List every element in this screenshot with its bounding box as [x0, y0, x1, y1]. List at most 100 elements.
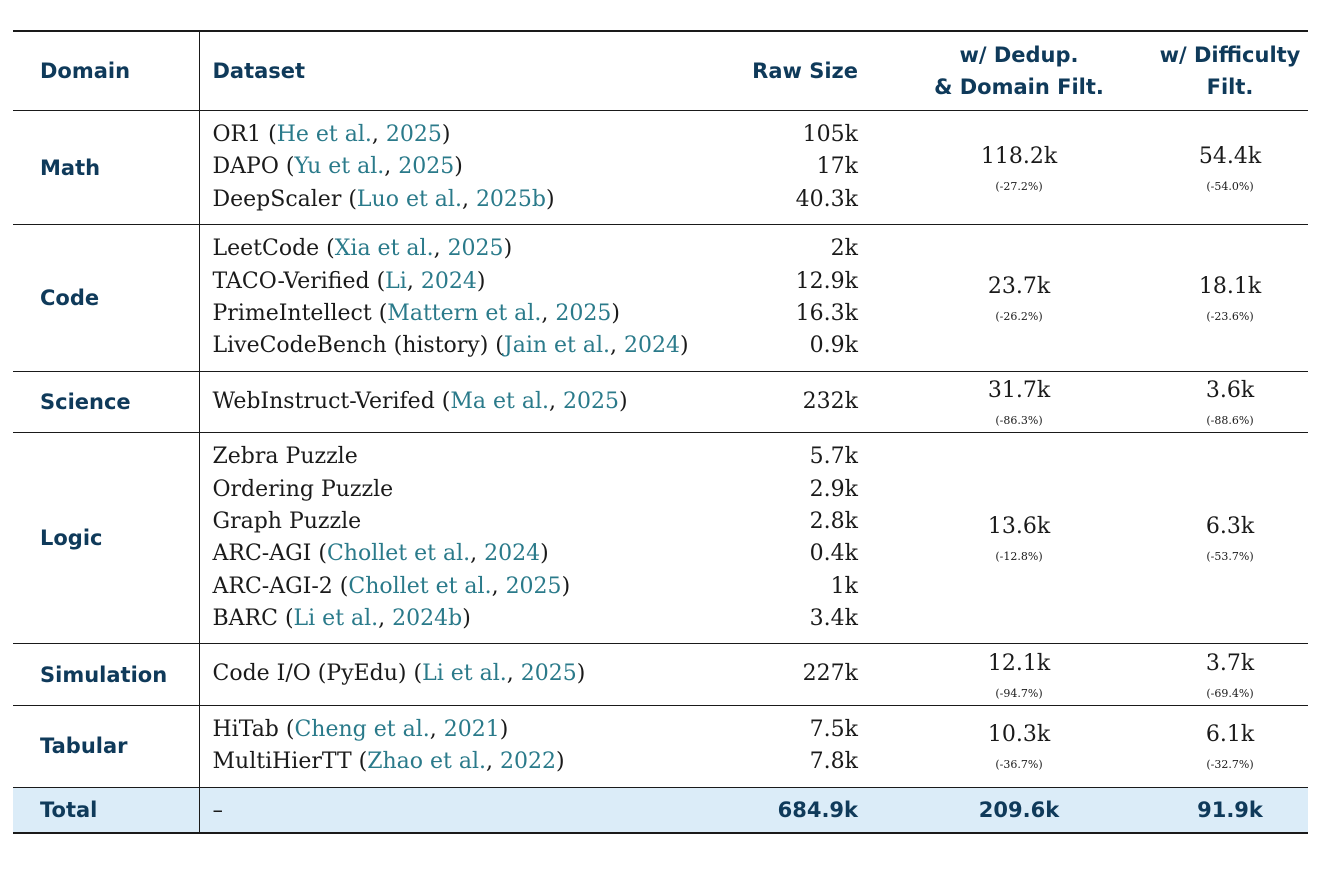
- domain-label: Tabular: [13, 705, 199, 788]
- citation-open-paren: (: [371, 300, 388, 326]
- dedup-cell: 31.7k (-86.3%): [886, 371, 1152, 434]
- citation-year-link: 2025: [447, 236, 504, 262]
- citation-author-link: Li et al.: [422, 661, 507, 687]
- raw-size-value: 7.5k: [809, 716, 858, 742]
- citation-author-link: Chollet et al.: [326, 541, 471, 567]
- dedup-cell: 23.7k (-26.2%): [886, 224, 1152, 372]
- citation-author-link: Chollet et al.: [348, 573, 492, 599]
- dataset-name: WebInstruct-Verifed: [212, 388, 435, 414]
- citation-separator: ,: [433, 236, 448, 262]
- dataset-name: DAPO: [212, 154, 279, 180]
- dataset-item: LeetCode (Xia et al., 2025): [213, 233, 747, 265]
- raw-size-value: 2k: [830, 236, 858, 262]
- dedup-cell: 13.6k (-12.8%): [886, 432, 1152, 645]
- citation-author-link: Cheng et al.: [294, 716, 430, 742]
- domain-label: Logic: [13, 432, 199, 645]
- domain-group-row: Math OR1 (He et al., 2025) DAPO (Yu et al.…: [13, 110, 1308, 226]
- citation-year-link: 2022: [500, 749, 557, 775]
- difficulty-percent-change: (-23.6%): [1206, 309, 1254, 323]
- dataset-name: Code I/O (PyEdu): [212, 661, 407, 687]
- dataset-item: TACO-Verified (Li, 2024): [213, 266, 747, 298]
- table-body: Math OR1 (He et al., 2025) DAPO (Yu et al.…: [13, 110, 1308, 833]
- raw-size-value: 5.7k: [809, 444, 858, 470]
- dataset-item: DeepScaler (Luo et al., 2025b): [213, 184, 747, 216]
- dataset-name: HiTab: [212, 716, 279, 742]
- citation-author-link: Yu et al.: [294, 154, 385, 180]
- dataset-list: Zebra Puzzle Ordering Puzzle Graph Puzzle A…: [198, 432, 747, 645]
- difficulty-value: 54.4k: [1198, 143, 1262, 169]
- dataset-list: Code I/O (PyEdu) (Li et al., 2025): [198, 643, 747, 706]
- citation-separator: ,: [541, 300, 556, 326]
- citation-year-link: 2025: [563, 388, 619, 414]
- total-row: Total – 684.9k 209.6k 91.9k: [13, 787, 1308, 833]
- difficulty-cell: 3.7k (-69.4%): [1152, 643, 1308, 706]
- header-difficulty-line1: w/ Difficulty: [1159, 43, 1301, 67]
- citation-close-paren: ): [441, 122, 451, 147]
- citation-open-paren: (: [277, 606, 294, 632]
- dataset-item: Zebra Puzzle: [213, 441, 747, 473]
- dataset-name: PrimeIntellect: [212, 300, 372, 326]
- raw-size-list: 227k: [746, 643, 886, 706]
- dataset-list: WebInstruct-Verifed (Ma et al., 2025): [198, 371, 747, 434]
- total-difficulty: 91.9k: [1152, 787, 1308, 833]
- difficulty-cell: 54.4k (-54.0%): [1152, 110, 1308, 226]
- citation-author-link: Li: [385, 268, 407, 294]
- dedup-percent-change: (-94.7%): [995, 686, 1043, 700]
- total-raw-size: 684.9k: [746, 787, 886, 833]
- dataset-list: OR1 (He et al., 2025) DAPO (Yu et al., 20…: [198, 110, 747, 226]
- dataset-item: Graph Puzzle: [213, 506, 747, 538]
- dataset-item: ARC-AGI-2 (Chollet et al., 2025): [213, 571, 747, 603]
- total-dataset: –: [198, 787, 746, 833]
- header-dedup: w/ Dedup. & Domain Filt.: [886, 31, 1152, 111]
- difficulty-value: 3.7k: [1205, 650, 1255, 676]
- citation-author-link: Jain et al.: [503, 333, 611, 359]
- dedup-percent-change: (-86.3%): [995, 413, 1043, 427]
- raw-size-value: 2.8k: [809, 508, 858, 534]
- citation-open-paren: (: [311, 541, 327, 567]
- citation-open-paren: (: [406, 661, 423, 687]
- citation-close-paren: ): [680, 333, 689, 359]
- citation-separator: ,: [378, 606, 393, 632]
- domain-label: Code: [13, 224, 199, 372]
- dataset-item: Code I/O (PyEdu) (Li et al., 2025): [213, 658, 747, 690]
- citation-year-link: 2025: [398, 154, 455, 180]
- dedup-value: 13.6k: [987, 514, 1051, 540]
- citation-year-link: 2025: [520, 661, 577, 687]
- citation-close-paren: ): [611, 300, 620, 326]
- dedup-value: 23.7k: [987, 273, 1051, 299]
- citation-open-paren: (: [278, 154, 295, 180]
- citation-year-link: 2025b: [475, 186, 547, 212]
- citation-open-paren: (: [488, 333, 504, 359]
- citation-close-paren: ): [576, 661, 586, 687]
- citation-author-link: Mattern et al.: [387, 300, 542, 326]
- citation-close-paren: ): [556, 749, 565, 775]
- dataset-item: WebInstruct-Verifed (Ma et al., 2025): [213, 386, 747, 418]
- difficulty-percent-change: (-54.0%): [1206, 179, 1254, 193]
- raw-size-value: 17k: [816, 154, 858, 180]
- dataset-item: PrimeIntellect (Mattern et al., 2025): [213, 298, 747, 330]
- difficulty-cell: 6.3k (-53.7%): [1152, 432, 1308, 645]
- citation-open-paren: (: [278, 716, 295, 742]
- header-difficulty-line2: Filt.: [1206, 75, 1254, 99]
- citation-separator: ,: [371, 122, 386, 147]
- citation-open-paren: (: [369, 268, 386, 294]
- citation-separator: ,: [406, 268, 421, 294]
- citation-year-link: 2025: [555, 300, 612, 326]
- header-row: Domain Dataset Raw Size w/ Dedup. & Doma…: [13, 31, 1308, 111]
- citation-close-paren: ): [476, 268, 486, 294]
- citation-year-link: 2025: [505, 573, 562, 599]
- dataset-name: BARC: [212, 606, 278, 632]
- dedup-value: 118.2k: [980, 143, 1058, 169]
- dataset-name: Graph Puzzle: [212, 508, 362, 534]
- dataset-list: LeetCode (Xia et al., 2025) TACO-Verified…: [198, 224, 747, 372]
- citation-close-paren: ): [619, 388, 628, 414]
- raw-size-list: 2k 12.9k 16.3k 0.9k: [746, 224, 886, 372]
- dataset-name: OR1: [212, 122, 262, 147]
- dataset-name: LeetCode: [212, 236, 320, 262]
- dataset-name: DeepScaler: [212, 186, 342, 212]
- domain-group-row: Tabular HiTab (Cheng et al., 2021) MultiHi…: [13, 705, 1308, 788]
- header-raw-size: Raw Size: [746, 31, 886, 111]
- header-dedup-line2: & Domain Filt.: [934, 75, 1104, 99]
- dedup-cell: 10.3k (-36.7%): [886, 705, 1152, 788]
- citation-year-link: 2024: [484, 541, 541, 567]
